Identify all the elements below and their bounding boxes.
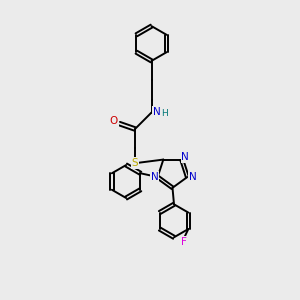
Text: H: H (162, 109, 168, 118)
Text: O: O (110, 116, 118, 126)
Text: F: F (181, 237, 187, 247)
Text: N: N (153, 107, 160, 117)
Text: S: S (132, 158, 138, 168)
Text: N: N (189, 172, 196, 182)
Text: N: N (182, 152, 189, 162)
Text: N: N (151, 172, 158, 182)
